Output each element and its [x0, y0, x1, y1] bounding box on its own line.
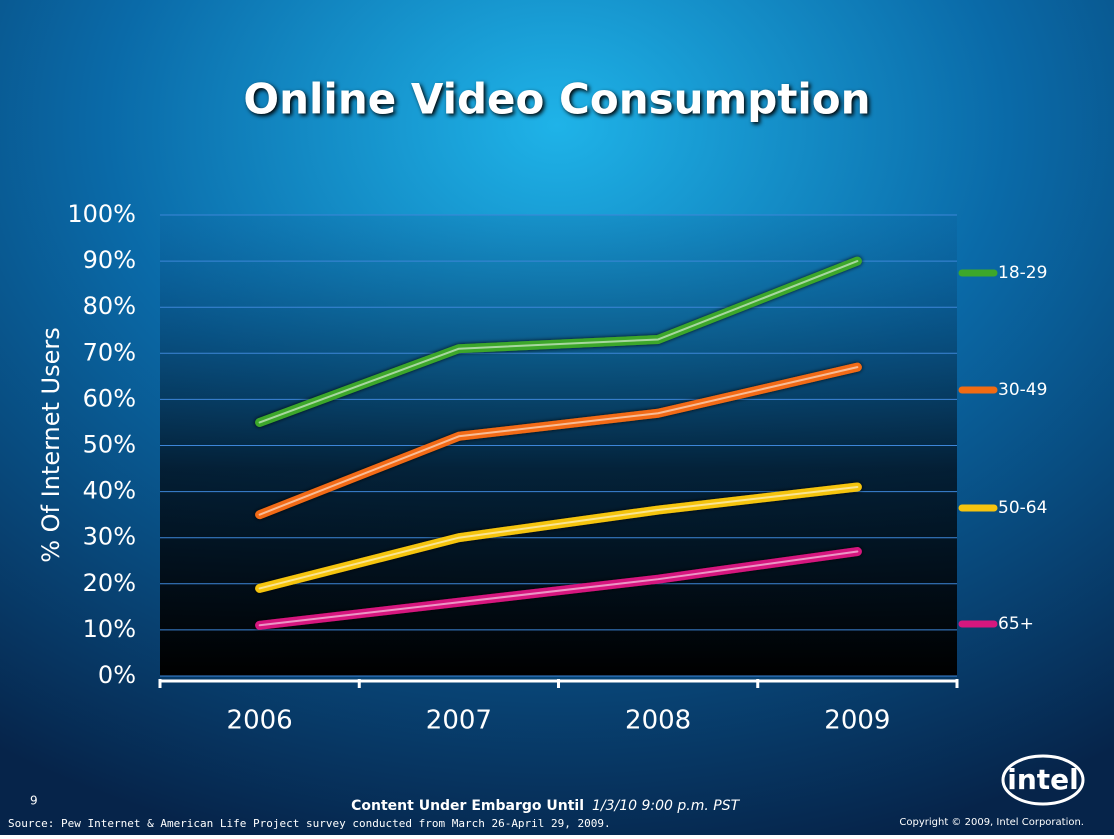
line-highlight: [258, 550, 859, 627]
chart: 0% 10% 20% 30% 40% 50% 60% 70% 80% 90% 100% 2006 200…: [67, 200, 1047, 736]
y-tick-label: 70%: [83, 338, 136, 366]
x-tick-label: 2006: [227, 706, 293, 736]
logo: intel: [1007, 763, 1079, 796]
x-tick-label: 2008: [625, 706, 691, 736]
y-tick-label: 30%: [83, 523, 136, 551]
x-tick-label: 2007: [426, 706, 492, 736]
chart-title: Online Video Consumption: [243, 75, 870, 124]
y-tick-label: 100%: [67, 200, 136, 228]
y-tick-label: 40%: [83, 477, 136, 505]
page-number: 9: [30, 794, 38, 808]
y-tick-label: 50%: [83, 431, 136, 459]
y-tick-label: 80%: [83, 292, 136, 320]
source-note: Source: Pew Internet & American Life Pro…: [8, 817, 611, 830]
y-axis-label: % Of Internet Users: [37, 327, 65, 563]
y-tick-label: 90%: [83, 246, 136, 274]
embargo-text: Content Under Embargo Until: [351, 798, 584, 814]
y-tick-label: 10%: [83, 615, 136, 643]
y-tick-label: 60%: [83, 384, 136, 412]
embargo-date: 1/3/10 9:00 p.m. PST: [592, 798, 741, 814]
line-highlight: [258, 260, 859, 424]
legend-label: 50-64: [998, 498, 1047, 518]
legend-label: 30-49: [998, 380, 1047, 400]
line-highlight: [258, 485, 859, 590]
x-tick-label: 2009: [824, 706, 890, 736]
legend-label: 18-29: [998, 263, 1047, 283]
line-highlight: [258, 366, 859, 516]
y-tick-label: 0%: [98, 661, 136, 689]
copyright: Copyright © 2009, Intel Corporation.: [899, 817, 1084, 828]
y-tick-label: 20%: [83, 569, 136, 597]
legend-label: 65+: [998, 614, 1034, 634]
logo-ring: [1001, 754, 1085, 806]
